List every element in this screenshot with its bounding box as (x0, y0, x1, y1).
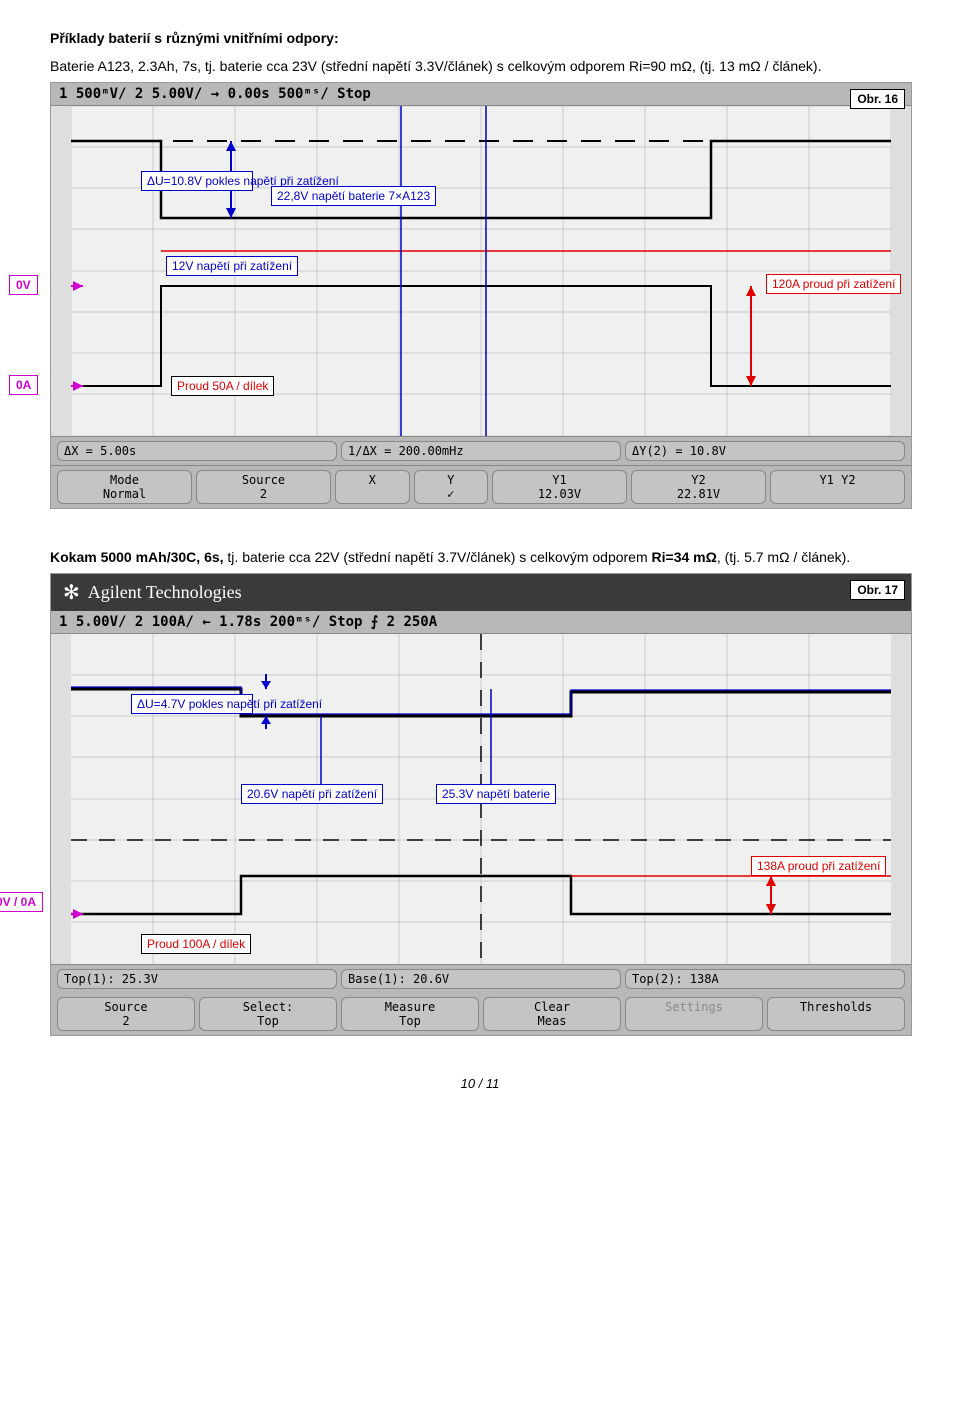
scope2-base1: Base(1): 20.6V (341, 969, 621, 989)
scope2-topbar: 1 5.00V/ 2 100A/ ← 1.78s 200ᵐˢ/ Stop ⨍ 2… (51, 611, 911, 634)
label-120a: 120A proud při zatížení (766, 274, 901, 294)
scope2-top1: Top(1): 25.3V (57, 969, 337, 989)
scope1-mode[interactable]: Mode Normal (57, 470, 192, 504)
scope1-y1[interactable]: Y1 12.03V (492, 470, 627, 504)
scope2-btn-src[interactable]: Source 2 (57, 997, 195, 1031)
scope1-y2[interactable]: Y2 22.81V (631, 470, 766, 504)
label-100a: Proud 100A / dílek (141, 934, 251, 954)
page-number: 10 / 11 (50, 1076, 910, 1091)
fig16-label: Obr. 16 (850, 89, 905, 109)
scope2-plot: ΔU=4.7V pokles napětí při zatížení 20.6V… (71, 634, 891, 964)
agilent-banner: ✻Agilent Technologies (51, 574, 911, 611)
label-0v-fig1: 0V (9, 275, 38, 295)
scope2-btn-sel[interactable]: Select: Top (199, 997, 337, 1031)
battery1-desc: Baterie A123, 2.3Ah, 7s, tj. baterie cca… (50, 58, 910, 74)
label-0-fig2: 0V / 0A (0, 892, 43, 912)
scope1-dx: ΔX = 5.00s (57, 441, 337, 461)
label-12v: 12V napětí při zatížení (166, 256, 298, 276)
scope2-btn-set[interactable]: Settings (625, 997, 763, 1031)
scope1-x[interactable]: X (335, 470, 410, 504)
scope1-topbar: 1 500ᵐV/ 2 5.00V/ → 0.00s 500ᵐˢ/ Stop (51, 83, 911, 106)
spark-icon: ✻ (63, 580, 80, 605)
label-253v: 25.3V napětí baterie (436, 784, 556, 804)
scope1-plot: 2 1 ΔU=10.8V pokles napětí při zatížení … (71, 106, 891, 436)
label-228v: 22,8V napětí baterie 7×A123 (271, 186, 436, 206)
battery2-desc: Kokam 5000 mAh/30C, 6s, Kokam 5000 mAh/3… (50, 549, 910, 565)
label-0a-fig1: 0A (9, 375, 38, 395)
scope1-y[interactable]: Y ✓ (414, 470, 489, 504)
scope2-top2: Top(2): 138A (625, 969, 905, 989)
scope2-btn-thr[interactable]: Thresholds (767, 997, 905, 1031)
label-138a: 138A proud při zatížení (751, 856, 886, 876)
scope1-src[interactable]: Source 2 (196, 470, 331, 504)
scope2-btn-clear[interactable]: Clear Meas (483, 997, 621, 1031)
page-title: Příklady baterií s různými vnitřními odp… (50, 30, 910, 46)
fig17-label: Obr. 17 (850, 580, 905, 600)
scope1-y12[interactable]: Y1 Y2 (770, 470, 905, 504)
scope-fig17: ✻Agilent Technologies Obr. 17 1 5.00V/ 2… (50, 573, 912, 1036)
scope-fig16: Obr. 16 1 500ᵐV/ 2 5.00V/ → 0.00s 500ᵐˢ/… (50, 82, 912, 509)
scope2-btn-meas[interactable]: Measure Top (341, 997, 479, 1031)
label-206v: 20.6V napětí při zatížení (241, 784, 383, 804)
scope1-dy: ΔY(2) = 10.8V (625, 441, 905, 461)
label-du1: ΔU=10.8V pokles napětí při zatížení (141, 171, 253, 191)
label-du2: ΔU=4.7V pokles napětí při zatížení (131, 694, 253, 714)
scope1-inv: 1/ΔX = 200.00mHz (341, 441, 621, 461)
label-50a: Proud 50A / dílek (171, 376, 274, 396)
